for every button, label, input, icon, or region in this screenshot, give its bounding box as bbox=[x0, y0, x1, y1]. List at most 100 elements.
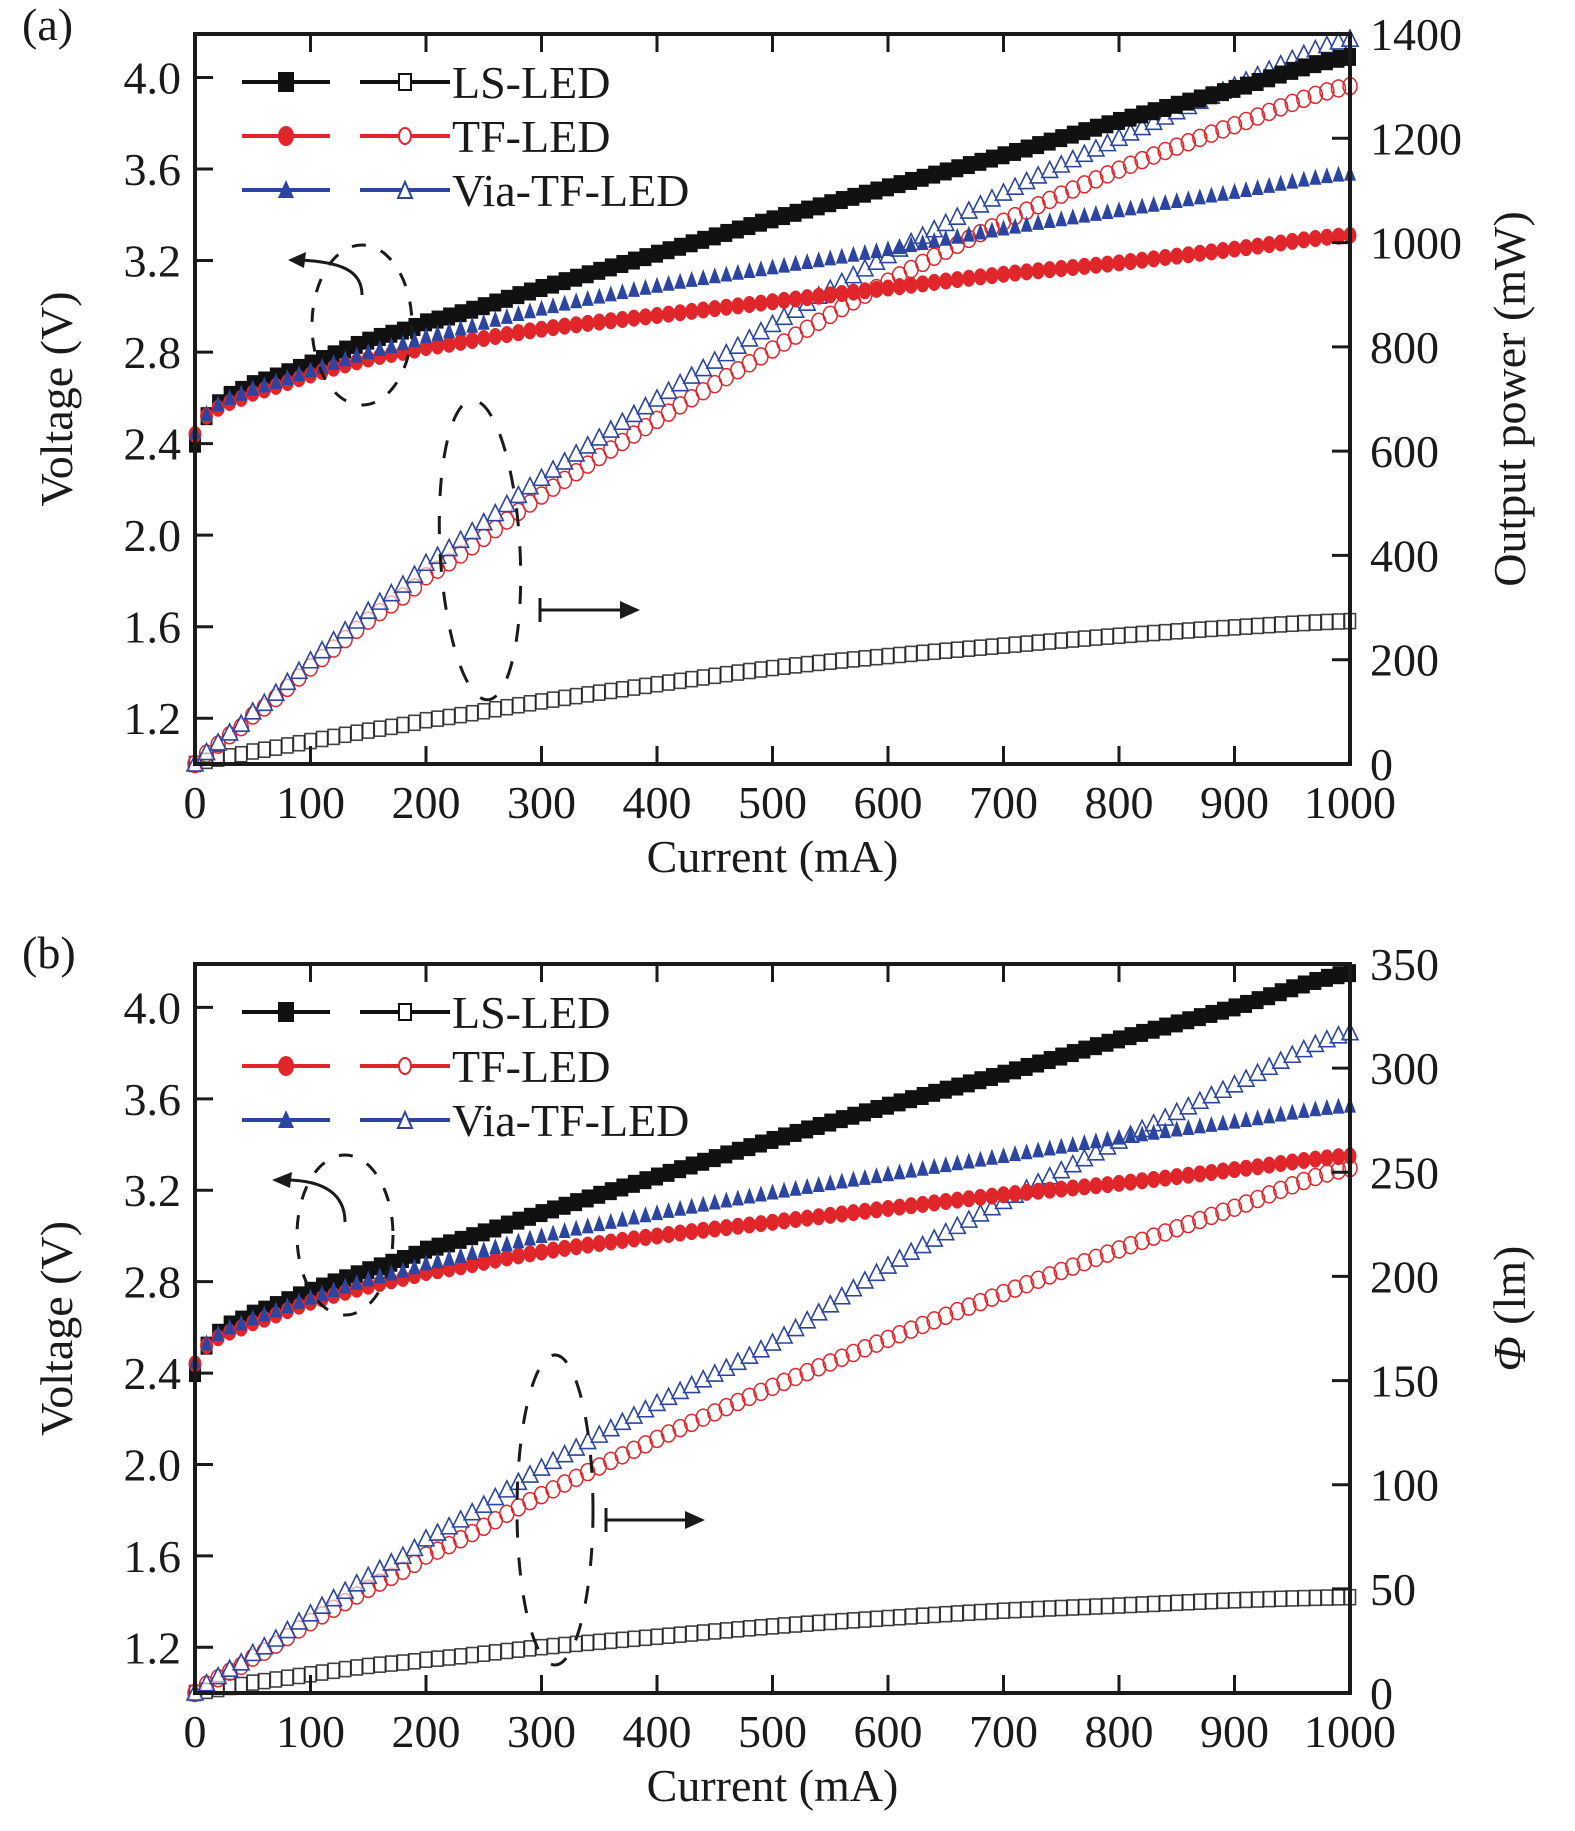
data-point bbox=[1032, 213, 1045, 230]
data-point bbox=[882, 1096, 894, 1115]
data-point bbox=[939, 1605, 953, 1623]
data-point bbox=[995, 1283, 1012, 1303]
data-point bbox=[223, 388, 236, 405]
data-point bbox=[1309, 971, 1322, 990]
data-point bbox=[1181, 246, 1195, 264]
x-tick-label: 100 bbox=[276, 777, 345, 828]
data-point bbox=[939, 1193, 953, 1211]
data-point bbox=[1043, 1139, 1056, 1156]
data-point bbox=[674, 1199, 687, 1216]
data-point bbox=[651, 1167, 663, 1186]
legend-label: LS-LED bbox=[452, 57, 610, 108]
data-point bbox=[743, 217, 756, 236]
x-tick-label: 800 bbox=[1085, 1706, 1154, 1757]
data-point bbox=[1099, 165, 1116, 184]
data-point bbox=[301, 649, 320, 669]
data-point bbox=[1101, 1597, 1114, 1615]
data-point bbox=[335, 620, 355, 639]
data-point bbox=[488, 1644, 502, 1661]
data-point bbox=[1320, 167, 1333, 184]
data-point bbox=[1088, 170, 1104, 189]
data-point bbox=[1205, 1004, 1218, 1023]
data-point bbox=[1169, 137, 1185, 156]
data-point bbox=[673, 672, 687, 690]
data-point bbox=[558, 272, 571, 291]
data-point bbox=[673, 304, 687, 322]
data-point bbox=[1112, 1174, 1126, 1192]
data-point bbox=[1251, 178, 1264, 195]
data-point bbox=[512, 304, 525, 321]
data-point bbox=[1262, 616, 1276, 634]
data-point bbox=[1182, 1593, 1195, 1611]
data-point bbox=[1054, 1599, 1068, 1617]
data-point bbox=[1286, 172, 1299, 189]
data-point bbox=[1307, 1167, 1324, 1187]
data-point bbox=[789, 290, 803, 308]
data-point bbox=[835, 1612, 849, 1630]
data-point bbox=[685, 1197, 698, 1214]
series-group bbox=[185, 28, 1360, 774]
data-point bbox=[616, 283, 629, 300]
data-point bbox=[1320, 1589, 1334, 1606]
data-point bbox=[835, 652, 849, 669]
data-point bbox=[754, 1619, 768, 1636]
data-point bbox=[339, 340, 352, 359]
data-point bbox=[234, 745, 248, 763]
data-point bbox=[558, 689, 571, 707]
data-point bbox=[1122, 1235, 1139, 1255]
data-point bbox=[1330, 79, 1347, 98]
data-point bbox=[604, 1233, 618, 1251]
data-point bbox=[1297, 1151, 1311, 1169]
data-point bbox=[235, 1314, 248, 1331]
data-point bbox=[616, 1178, 629, 1197]
data-point bbox=[1286, 1103, 1299, 1120]
data-point bbox=[1251, 237, 1265, 255]
data-point bbox=[697, 269, 710, 286]
data-point bbox=[281, 1297, 294, 1314]
data-point bbox=[846, 1204, 860, 1222]
data-point bbox=[558, 1239, 572, 1257]
data-point bbox=[1158, 1595, 1172, 1612]
data-point bbox=[1145, 146, 1162, 165]
data-point bbox=[604, 682, 618, 700]
legend-label: Via-TF-LED bbox=[452, 165, 689, 216]
data-point bbox=[789, 254, 802, 271]
data-point bbox=[1170, 247, 1184, 265]
data-point bbox=[1008, 1601, 1022, 1619]
data-point bbox=[1147, 1170, 1161, 1188]
data-point bbox=[1262, 1590, 1276, 1608]
left-axis-arrow bbox=[284, 1178, 347, 1223]
data-point bbox=[928, 1083, 941, 1102]
data-point bbox=[408, 1258, 421, 1275]
data-point bbox=[419, 711, 433, 729]
data-point bbox=[916, 644, 929, 662]
data-point bbox=[1101, 1033, 1114, 1052]
legend-marker-open-triangle bbox=[396, 179, 414, 199]
y-right-tick-label: 200 bbox=[1370, 1251, 1439, 1302]
data-point bbox=[1124, 626, 1137, 644]
data-point bbox=[1332, 1589, 1345, 1606]
y-left-tick-label: 2.0 bbox=[124, 1439, 182, 1490]
data-point bbox=[1055, 1047, 1068, 1066]
data-point bbox=[858, 1202, 872, 1220]
data-point bbox=[208, 732, 228, 751]
data-point bbox=[905, 1090, 918, 1109]
data-point bbox=[1274, 1590, 1287, 1608]
data-point bbox=[812, 654, 826, 672]
series-ls-led-output-power bbox=[188, 612, 1357, 773]
panel-b: (b)0 100 200 300 400 500 600 700 800 900 10001.21.… bbox=[22, 927, 1535, 1811]
y-left-tick-label: 2.0 bbox=[124, 510, 182, 561]
data-point bbox=[928, 165, 941, 184]
data-point bbox=[442, 708, 456, 726]
data-point bbox=[1089, 256, 1103, 274]
data-point bbox=[1205, 186, 1218, 203]
data-point bbox=[753, 1382, 769, 1402]
data-point bbox=[627, 679, 641, 696]
data-point bbox=[1078, 1040, 1091, 1059]
data-point bbox=[269, 739, 283, 756]
data-point bbox=[789, 657, 802, 674]
data-point bbox=[212, 1324, 225, 1341]
data-point bbox=[1297, 1589, 1311, 1607]
data-point bbox=[997, 1064, 1010, 1083]
data-point bbox=[812, 1614, 826, 1632]
